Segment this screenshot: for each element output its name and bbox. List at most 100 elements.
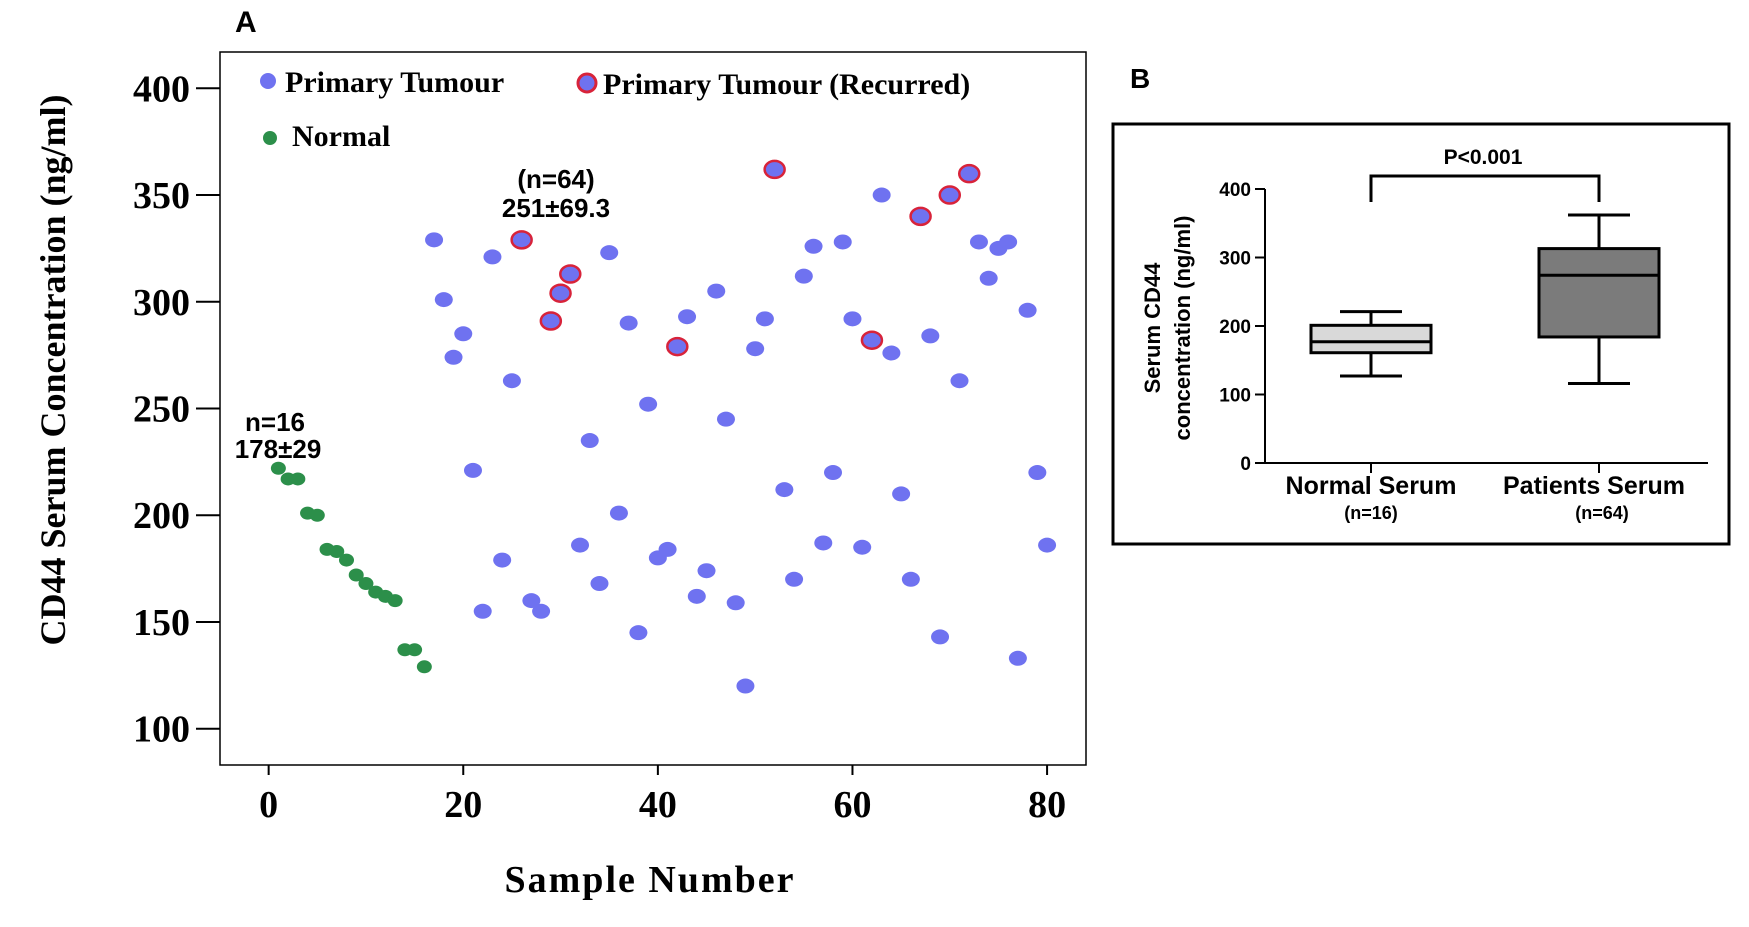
recurred-tumour-point [510,230,533,250]
panel-a-xlabel: Sample Number [505,859,796,901]
y-tick-label: 250 [133,389,190,431]
primary-tumour-point [833,234,852,250]
tumour-stats-annotation: 251±69.3 [502,193,610,223]
primary-tumour-point [755,311,774,327]
recurred-tumour-point [666,336,689,357]
normal-point [309,508,325,522]
primary-tumour-point [999,234,1018,250]
legend-label-normal: Normal [292,120,390,153]
group-n-patients: (n=64) [1575,503,1629,523]
primary-tumour-point [804,238,823,254]
primary-tumour-point [775,482,794,498]
legend-marker-primary [260,73,276,89]
x-tick-label: 80 [1028,784,1066,826]
normal-point [358,577,374,591]
primary-tumour-point [444,349,463,365]
panel-b-ylabel-line1: Serum CD44 [1140,262,1165,394]
primary-tumour-point [580,433,599,449]
primary-tumour-point [726,595,745,611]
primary-tumour-point [1028,465,1047,481]
primary-tumour-point [1008,650,1027,666]
primary-tumour-point [687,588,706,604]
normal-point [270,461,286,475]
normal-point [329,545,345,559]
primary-tumour-point [629,625,648,641]
y-tick-label: 100 [133,709,190,751]
primary-tumour-point [483,249,502,265]
recurred-tumour-point [938,185,962,205]
panel-a-plot: 100 150 200 250 300 350 400 0 20 40 60 80 [133,51,1087,826]
primary-tumour-point [736,678,755,694]
primary-tumour-point [901,571,920,587]
normal-point [290,472,306,486]
panel-b-label: B [1130,63,1150,94]
x-tick-label: 0 [259,784,278,826]
legend-marker-normal [263,131,277,145]
primary-tumour-point [532,603,551,619]
y-tick-label: 300 [133,282,190,324]
panel-b-y-tick-label: 100 [1219,386,1251,407]
primary-tumour-point [707,283,726,299]
primary-tumour-point [892,486,911,502]
normal-point [407,643,423,657]
x-tick-label: 20 [444,784,482,826]
primary-tumour-point [590,576,609,592]
primary-tumour-point [1018,302,1037,318]
y-tick-label: 400 [133,68,190,110]
primary-tumour-point [794,268,813,284]
panel-b-plot: 0 100 200 300 400 [1219,174,1708,475]
legend-label-primary: Primary Tumour [285,66,504,99]
primary-tumour-point [639,396,658,412]
primary-tumour-point [950,373,969,389]
primary-tumour-point [716,411,735,427]
normal-point [348,568,364,582]
recurred-tumour-point [763,159,786,180]
panel-b-ylabel-line2: concentration (ng/ml) [1170,216,1195,441]
primary-tumour-point [843,311,862,327]
primary-tumour-point [658,541,677,557]
normal-point [387,594,403,608]
x-tick-label: 40 [639,784,677,826]
primary-tumour-point [931,629,950,645]
recurred-tumour-point [860,330,884,350]
significance-label: P<0.001 [1444,146,1523,169]
primary-tumour-point [969,234,988,250]
primary-tumour-point [979,270,998,286]
primary-tumour-point [454,326,473,342]
normal-point [338,553,354,567]
panel-a-ylabel: CD44 Serum Concentration (ng/ml) [33,95,73,646]
group-n-normal: (n=16) [1344,503,1398,523]
primary-tumour-point [921,328,940,344]
primary-tumour-point [882,345,901,361]
primary-tumour-point [619,315,638,331]
primary-tumour-point [824,465,843,481]
primary-tumour-point [522,593,541,609]
significance-bracket [1369,174,1601,202]
recurred-tumour-point [539,311,563,331]
group-label-patients: Patients Serum [1503,472,1685,500]
panel-b-frame [1111,122,1731,546]
tumour-n-annotation: (n=64) [517,164,594,194]
normal-stats-annotation: 178±29 [235,434,322,464]
panel-b-y-tick-label: 0 [1240,454,1251,475]
y-tick-label: 350 [133,175,190,217]
primary-tumour-point [502,373,521,389]
primary-tumour-point [814,535,833,551]
x-tick-label: 60 [833,784,871,826]
primary-tumour-point [746,341,765,357]
panel-a-legend: Primary Tumour Primary Tumour (Recurred)… [260,66,970,153]
primary-tumour-point [697,563,716,579]
primary-tumour-point [425,232,444,248]
primary-tumour-point [853,539,872,555]
primary-tumour-point [609,505,628,521]
primary-tumour-point [463,462,482,478]
recurred-tumour-point [549,283,572,303]
normal-n-annotation: n=16 [245,407,305,437]
y-tick-label: 150 [133,602,190,644]
panel-b-y-tick-label: 300 [1219,249,1251,270]
primary-tumour-point [434,292,453,308]
y-tick-label: 200 [133,495,190,537]
box-iqr [1537,247,1661,339]
primary-tumour-point [872,187,891,203]
